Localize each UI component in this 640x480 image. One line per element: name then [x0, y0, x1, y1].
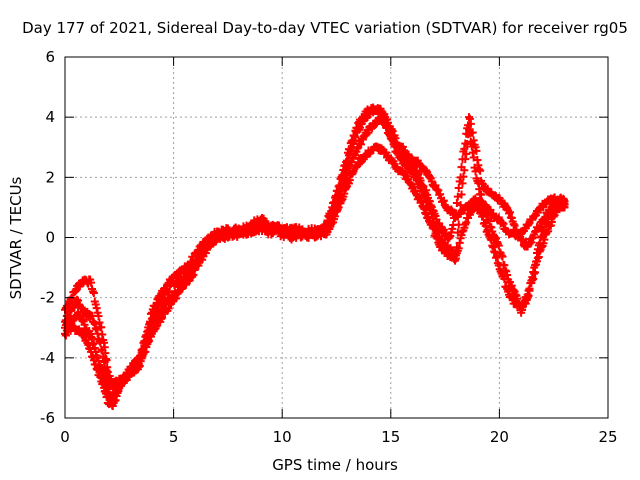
- data-point: [560, 197, 569, 206]
- y-tick-label: 0: [45, 229, 55, 247]
- data-point-fill: [343, 156, 352, 165]
- x-tick-label: 10: [273, 428, 292, 446]
- data-point-fill: [466, 119, 475, 128]
- x-tick-label: 25: [598, 428, 617, 446]
- data-point-fill: [383, 122, 392, 131]
- data-point-fill: [494, 241, 503, 250]
- y-tick-label: -6: [40, 409, 55, 427]
- data-point-fill: [173, 272, 182, 281]
- data-point-fill: [89, 289, 98, 298]
- data-point: [458, 179, 467, 188]
- data-point-fill: [97, 323, 106, 332]
- data-point-fill: [460, 166, 469, 175]
- x-tick-label: 0: [60, 428, 70, 446]
- data-point-fill: [220, 228, 229, 237]
- data-point-fill: [172, 294, 181, 303]
- plot-frame: [64, 56, 609, 419]
- data-point-fill: [146, 317, 155, 326]
- data-point-fill: [525, 286, 534, 295]
- data-point-fill: [185, 261, 194, 270]
- data-point-fill: [162, 284, 171, 293]
- y-tick-label: -2: [40, 289, 55, 307]
- data-point-fill: [180, 273, 189, 282]
- data-point-fill: [454, 220, 463, 229]
- data-point-fill: [469, 153, 478, 162]
- data-point: [451, 251, 460, 260]
- data-point-fill: [455, 208, 464, 217]
- y-tick-label: 2: [45, 168, 55, 186]
- data-point-fill: [477, 190, 486, 199]
- chart-title: Day 177 of 2021, Sidereal Day-to-day VTE…: [22, 19, 628, 37]
- y-tick-labels: -6 -4 -2 0 2 4 6: [40, 48, 55, 427]
- y-tick-label: -4: [40, 349, 55, 367]
- data-point-fill: [167, 277, 176, 286]
- data-point-fill: [457, 190, 466, 199]
- data-point-fill: [462, 150, 471, 159]
- data-point-fill: [465, 129, 474, 138]
- x-tick-label: 20: [490, 428, 509, 446]
- data-points: [61, 103, 569, 410]
- data-point-fill: [259, 214, 268, 223]
- data-point-fill: [182, 280, 191, 289]
- series-track-4: [61, 103, 569, 410]
- y-axis-label: SDTVAR / TECUs: [7, 176, 25, 299]
- data-point-fill: [316, 227, 325, 236]
- data-point: [471, 167, 480, 176]
- data-point-fill: [318, 225, 327, 234]
- data-point-fill: [100, 357, 109, 366]
- y-tick-label: 4: [45, 108, 55, 126]
- data-point-fill: [498, 252, 507, 261]
- data-point-fill: [456, 201, 465, 210]
- x-tick-label: 15: [381, 428, 400, 446]
- x-tick-labels: 0 5 10 15 20 25: [60, 428, 617, 446]
- data-point-fill: [247, 220, 256, 229]
- x-axis-label: GPS time / hours: [272, 456, 398, 474]
- data-point-fill: [189, 255, 198, 264]
- data-point-fill: [344, 168, 353, 177]
- data-point-fill: [532, 257, 541, 266]
- x-tick-label: 5: [169, 428, 179, 446]
- data-point-fill: [194, 246, 203, 255]
- data-point-fill: [452, 243, 461, 252]
- grid-lines: [65, 57, 608, 418]
- data-point-fill: [478, 212, 487, 221]
- data-point-fill: [453, 228, 462, 237]
- y-tick-label: 6: [45, 48, 55, 66]
